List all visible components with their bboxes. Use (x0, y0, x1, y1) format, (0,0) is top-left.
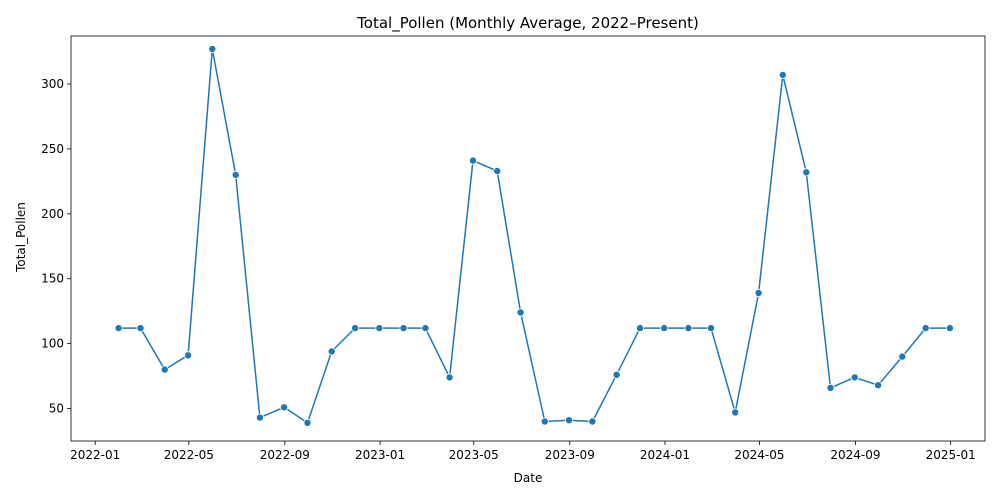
series-line (118, 48, 950, 424)
data-point (351, 324, 360, 333)
x-tick-label: 2023-05 (449, 448, 499, 462)
data-point (565, 416, 574, 425)
data-point (707, 324, 716, 333)
x-tick-label: 2022-09 (260, 448, 310, 462)
y-axis-label: Total_Pollen (14, 202, 28, 273)
data-point (540, 417, 549, 426)
data-point (255, 413, 264, 422)
y-tick-label: 50 (49, 402, 64, 416)
data-point (136, 324, 145, 333)
data-point (114, 324, 123, 333)
data-point (945, 324, 954, 333)
y-tick-label: 100 (41, 337, 64, 351)
data-point (660, 324, 669, 333)
data-point (850, 373, 859, 382)
data-point (684, 324, 693, 333)
data-point (231, 170, 240, 179)
x-tick-label: 2024-09 (830, 448, 880, 462)
x-tick-label: 2022-05 (164, 448, 214, 462)
x-tick-label: 2024-01 (640, 448, 690, 462)
x-tick-label: 2025-01 (926, 448, 976, 462)
data-point (516, 308, 525, 317)
y-tick-label: 150 (41, 272, 64, 286)
data-point (826, 383, 835, 392)
series-marker-group (114, 45, 954, 427)
data-point (445, 373, 454, 382)
x-tick-label: 2023-09 (545, 448, 595, 462)
data-point (303, 418, 312, 427)
data-point (375, 324, 384, 333)
axes: 2022-01 2022-05 2022-09 2023-01 2023-05 2023-… (41, 35, 986, 462)
data-point (898, 352, 907, 361)
data-point (160, 365, 169, 374)
x-tick-label: 2022-01 (70, 448, 120, 462)
data-point (778, 70, 787, 79)
data-point (421, 324, 430, 333)
data-point (208, 45, 217, 54)
data-point (921, 324, 930, 333)
y-tick-label: 300 (41, 77, 64, 91)
data-point (802, 168, 811, 177)
x-tick-label: 2024-05 (734, 448, 784, 462)
chart-title: Total_Pollen (Monthly Average, 2022–Pres… (356, 14, 699, 33)
data-point (327, 347, 336, 356)
y-tick-label: 200 (41, 207, 64, 221)
series-line-group (118, 48, 950, 424)
data-point (612, 370, 621, 379)
data-point (731, 408, 740, 417)
data-point (874, 381, 883, 390)
data-point (588, 417, 597, 426)
x-tick-label: 2023-01 (355, 448, 405, 462)
data-point (399, 324, 408, 333)
y-tick-label: 250 (41, 142, 64, 156)
x-axis-label: Date (514, 471, 543, 485)
data-point (754, 288, 763, 297)
data-point (184, 351, 193, 360)
data-point (636, 324, 645, 333)
data-point (280, 403, 289, 412)
data-point (493, 166, 502, 175)
plot-frame (70, 35, 986, 442)
data-point (468, 156, 477, 165)
